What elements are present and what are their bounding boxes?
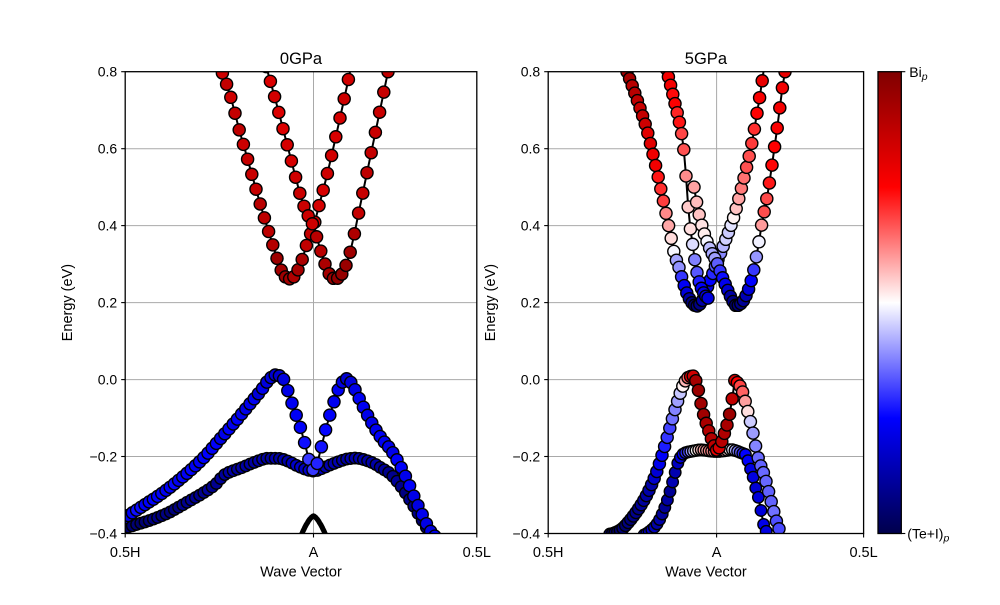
svg-text:(Te+I)p: (Te+I)p: [907, 526, 949, 545]
svg-text:0.4: 0.4: [521, 218, 541, 234]
svg-text:0.4: 0.4: [98, 218, 118, 234]
svg-text:0.2: 0.2: [521, 295, 541, 311]
svg-text:0.5H: 0.5H: [533, 545, 564, 561]
svg-text:0.8: 0.8: [521, 64, 541, 80]
svg-text:0GPa: 0GPa: [280, 50, 323, 68]
svg-text:−0.4: −0.4: [513, 526, 541, 542]
svg-text:A: A: [309, 545, 319, 561]
svg-text:Energy (eV): Energy (eV): [483, 264, 499, 341]
svg-text:Energy (eV): Energy (eV): [60, 264, 76, 341]
svg-text:0.0: 0.0: [98, 372, 118, 388]
svg-text:−0.2: −0.2: [513, 449, 541, 465]
svg-text:−0.4: −0.4: [90, 526, 118, 542]
svg-text:−0.2: −0.2: [90, 449, 118, 465]
svg-text:5GPa: 5GPa: [685, 50, 728, 68]
svg-text:0.6: 0.6: [98, 141, 118, 157]
svg-text:A: A: [712, 545, 722, 561]
svg-text:Wave Vector: Wave Vector: [665, 565, 747, 581]
svg-text:0.5H: 0.5H: [110, 545, 141, 561]
svg-text:0.6: 0.6: [521, 141, 541, 157]
svg-text:0.2: 0.2: [98, 295, 118, 311]
svg-text:Wave Vector: Wave Vector: [260, 565, 342, 581]
svg-text:0.5L: 0.5L: [849, 545, 877, 561]
svg-text:0.0: 0.0: [521, 372, 541, 388]
svg-text:0.5L: 0.5L: [463, 545, 491, 561]
svg-text:0.8: 0.8: [98, 64, 118, 80]
